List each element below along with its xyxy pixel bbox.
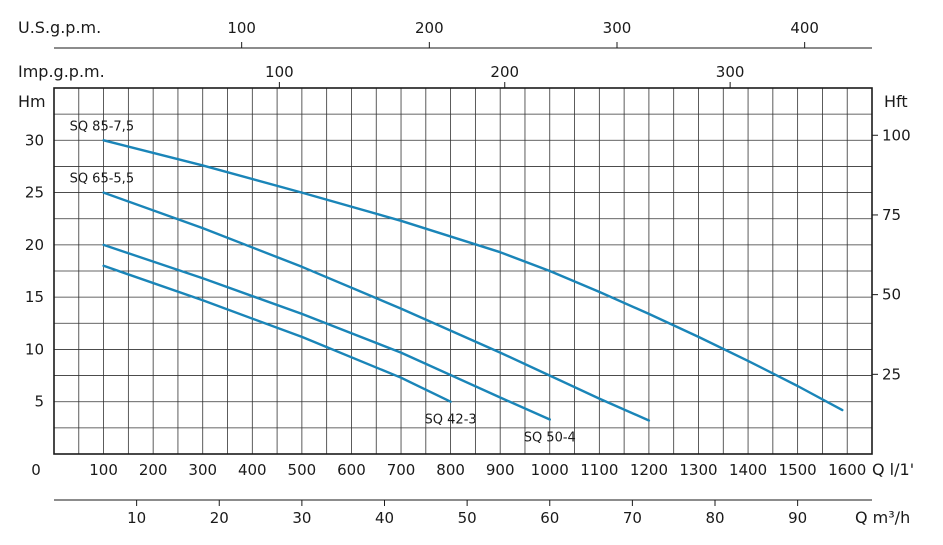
m3h-tick-label: 40 [375, 509, 394, 527]
x-primary-zero-label: 0 [31, 461, 41, 479]
x-primary-tick-label: 300 [188, 461, 217, 479]
m3h-ticks: 10 20 30 40 50 60 70 80 90 [127, 500, 807, 527]
x-primary-axis-label: Q l/1' [872, 460, 914, 479]
us-gpm-tick-label: 200 [415, 19, 444, 37]
y-left-ticks: 5 10 15 20 25 30 [25, 131, 44, 410]
imp-gpm-tick-label: 300 [716, 63, 745, 81]
pump-curve-label: SQ 65-5,5 [70, 172, 135, 187]
pump-curve-line [102, 191, 651, 422]
x-primary-tick-label: 800 [436, 461, 465, 479]
m3h-axis-label: Q m³/h [855, 508, 910, 527]
m3h-tick-label: 80 [705, 509, 724, 527]
y-left-tick-label: 15 [25, 288, 44, 306]
imp-gpm-ticks: 100 200 300 [265, 63, 744, 88]
us-gpm-tick-label: 300 [603, 19, 632, 37]
x-primary-tick-label: 600 [337, 461, 366, 479]
m3h-tick-label: 30 [292, 509, 311, 527]
y-left-tick-label: 30 [25, 131, 44, 149]
plot-frame [53, 87, 873, 455]
x-primary-tick-label: 200 [139, 461, 168, 479]
pump-curve-label: SQ 42-3 [425, 413, 477, 428]
pump-curves: SQ 85-7,5 SQ 65-5,5 SQ 50-4 SQ 42-3 [70, 119, 844, 445]
m3h-tick-label: 50 [458, 509, 477, 527]
us-gpm-axis-label: U.S.g.p.m. [18, 18, 101, 37]
grid [54, 88, 872, 454]
y-left-tick-label: 10 [25, 340, 44, 358]
x-primary-tick-label: 900 [486, 461, 515, 479]
x-primary-tick-label: 1600 [828, 461, 866, 479]
imp-gpm-tick-label: 200 [490, 63, 519, 81]
y-right-axis-label: Hft [884, 92, 908, 111]
us-gpm-ticks: 100 200 300 400 [227, 19, 819, 48]
us-gpm-tick-label: 400 [790, 19, 819, 37]
x-primary-ticks: 0 100 200 300 400 500 600 700 800 900 1000 1100 1200… [31, 461, 866, 479]
y-right-ticks: 25 50 75 100 [872, 126, 911, 383]
x-primary-tick-label: 400 [238, 461, 267, 479]
m3h-tick-label: 10 [127, 509, 146, 527]
y-left-tick-label: 20 [25, 236, 44, 254]
x-primary-tick-label: 100 [89, 461, 118, 479]
y-right-tick-label: 50 [882, 286, 901, 304]
x-primary-tick-label: 500 [288, 461, 317, 479]
x-primary-tick-label: 1500 [779, 461, 817, 479]
m3h-tick-label: 90 [788, 509, 807, 527]
imp-gpm-axis-label: Imp.g.p.m. [18, 62, 105, 81]
top-flow-axes: U.S.g.p.m. 100 200 300 400 Imp.g.p.m. 100 20… [18, 18, 872, 88]
y-left-tick-label: 5 [34, 393, 44, 411]
x-primary-tick-label: 700 [387, 461, 416, 479]
imp-gpm-tick-label: 100 [265, 63, 294, 81]
m3h-tick-label: 20 [210, 509, 229, 527]
pump-curve-label: SQ 50-4 [524, 430, 576, 445]
us-gpm-tick-label: 100 [227, 19, 256, 37]
pump-curve-line [102, 139, 844, 412]
m3h-tick-label: 60 [540, 509, 559, 527]
y-left-tick-label: 25 [25, 184, 44, 202]
x-primary-tick-label: 1300 [679, 461, 717, 479]
y-left-axis-label: Hm [18, 92, 46, 111]
pump-curve-line [102, 243, 551, 421]
x-primary-tick-label: 1000 [531, 461, 569, 479]
x-primary-tick-label: 1100 [580, 461, 618, 479]
pump-curve-label: SQ 85-7,5 [70, 119, 135, 134]
m3h-tick-label: 70 [623, 509, 642, 527]
pump-curve-line [102, 264, 452, 403]
x-primary-tick-label: 1200 [630, 461, 668, 479]
y-right-tick-label: 100 [882, 126, 911, 144]
y-right-tick-label: 25 [882, 365, 901, 383]
x-primary-tick-label: 1400 [729, 461, 767, 479]
y-right-tick-label: 75 [882, 206, 901, 224]
